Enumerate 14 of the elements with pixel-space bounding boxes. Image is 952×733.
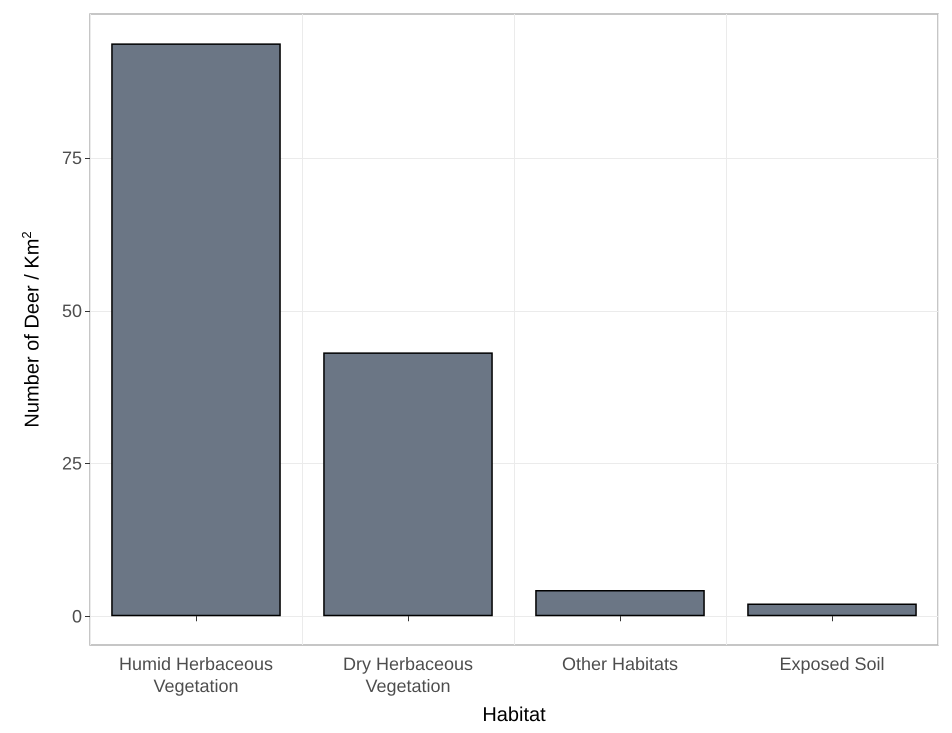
- y-axis-title: Number of Deer / Km2: [19, 231, 44, 428]
- x-tick-label: Other Habitats: [562, 654, 678, 674]
- bar: [747, 603, 917, 616]
- y-tick-label: 25: [62, 454, 82, 474]
- bar: [111, 43, 281, 616]
- x-tick-label: Exposed Soil: [779, 654, 885, 674]
- x-tick-label: Dry Herbaceous Vegetation: [342, 654, 474, 696]
- y-tick-label: 0: [72, 606, 82, 626]
- x-axis-title: Habitat: [482, 704, 546, 726]
- bar: [535, 590, 705, 616]
- y-tick-label: 50: [62, 300, 82, 321]
- x-tick-label: Humid Herbaceous Vegetation: [118, 654, 274, 696]
- y-tick-label: 75: [62, 148, 82, 168]
- bar: [323, 352, 493, 616]
